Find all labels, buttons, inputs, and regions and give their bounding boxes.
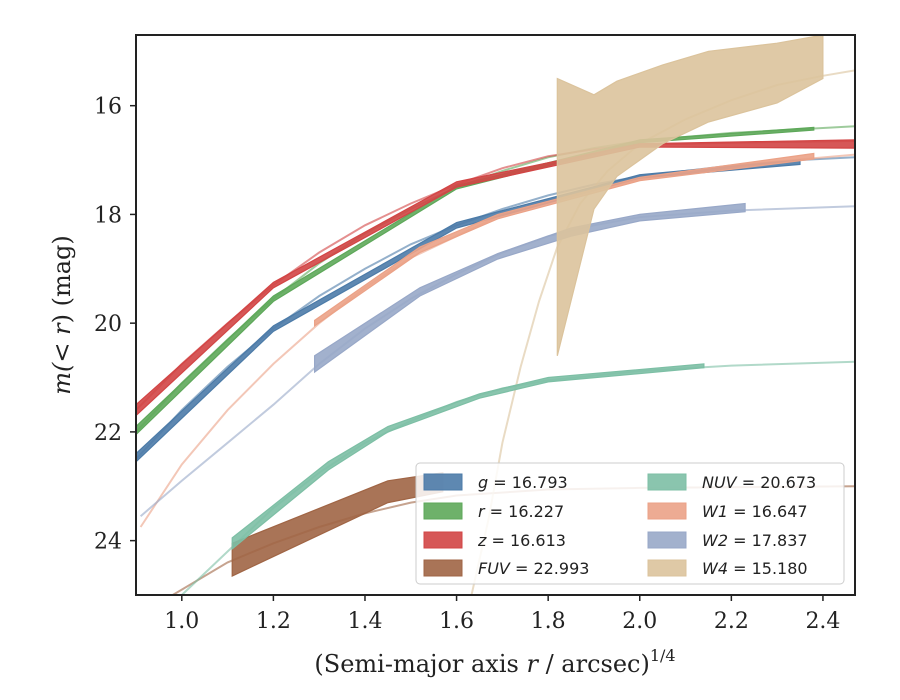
data-band-g [136,159,801,463]
data-band-nuv [231,363,705,551]
x-tick-label: 1.0 [164,609,199,634]
legend-label-r: r = 16.227 [478,502,564,521]
legend-label-w1: W1 = 16.647 [702,502,808,521]
legend-swatch-r [423,502,463,520]
x-tick-label: 1.8 [531,609,566,634]
y-axis-ticks: 16 18 20 22 24 [94,95,136,555]
x-axis-label: (Semi-major axis r / arcsec)1/4 [314,646,675,678]
legend-label-fuv: FUV = 22.993 [478,559,589,578]
legend-swatch-g [423,473,463,491]
legend-swatch-fuv [423,559,463,577]
data-band-w2 [314,202,746,374]
y-tick-label: 18 [94,203,122,228]
y-axis-label: m(< r) (mag) [48,235,76,395]
x-tick-label: 1.4 [347,609,382,634]
data-band-w4 [556,35,824,356]
legend-label-w2: W2 = 17.837 [702,531,808,550]
x-tick-label: 1.6 [439,609,474,634]
legend-box [415,462,845,585]
x-tick-label: 2.0 [622,609,657,634]
legend-swatch-w2 [647,531,687,549]
legend-label-g: g = 16.793 [478,473,568,492]
legend-label-nuv: NUV = 20.673 [702,473,816,492]
data-band-z [136,139,855,417]
y-tick-label: 22 [94,421,122,446]
y-tick-label: 24 [94,530,122,555]
y-tick-label: 20 [94,312,122,337]
legend-swatch-w1 [647,502,687,520]
legend-swatch-z [423,531,463,549]
x-tick-label: 1.2 [256,609,291,634]
legend: g = 16.793 r = 16.227 z = 16.613 FUV = 22.9… [415,462,845,585]
legend-swatch-nuv [647,473,687,491]
x-axis-ticks: 1.0 1.2 1.4 1.6 1.8 2.0 2.2 2.4 [164,595,840,634]
plot-frame [135,34,856,596]
x-tick-label: 2.2 [714,609,749,634]
data-band-w1 [314,152,815,328]
x-tick-label: 2.4 [805,609,840,634]
legend-label-z: z = 16.613 [477,531,566,550]
legend-label-w4: W4 = 15.180 [702,559,808,578]
data-bands [136,35,855,577]
data-band-r [136,126,815,436]
y-tick-label: 16 [94,95,122,120]
legend-swatch-w4 [647,559,687,577]
